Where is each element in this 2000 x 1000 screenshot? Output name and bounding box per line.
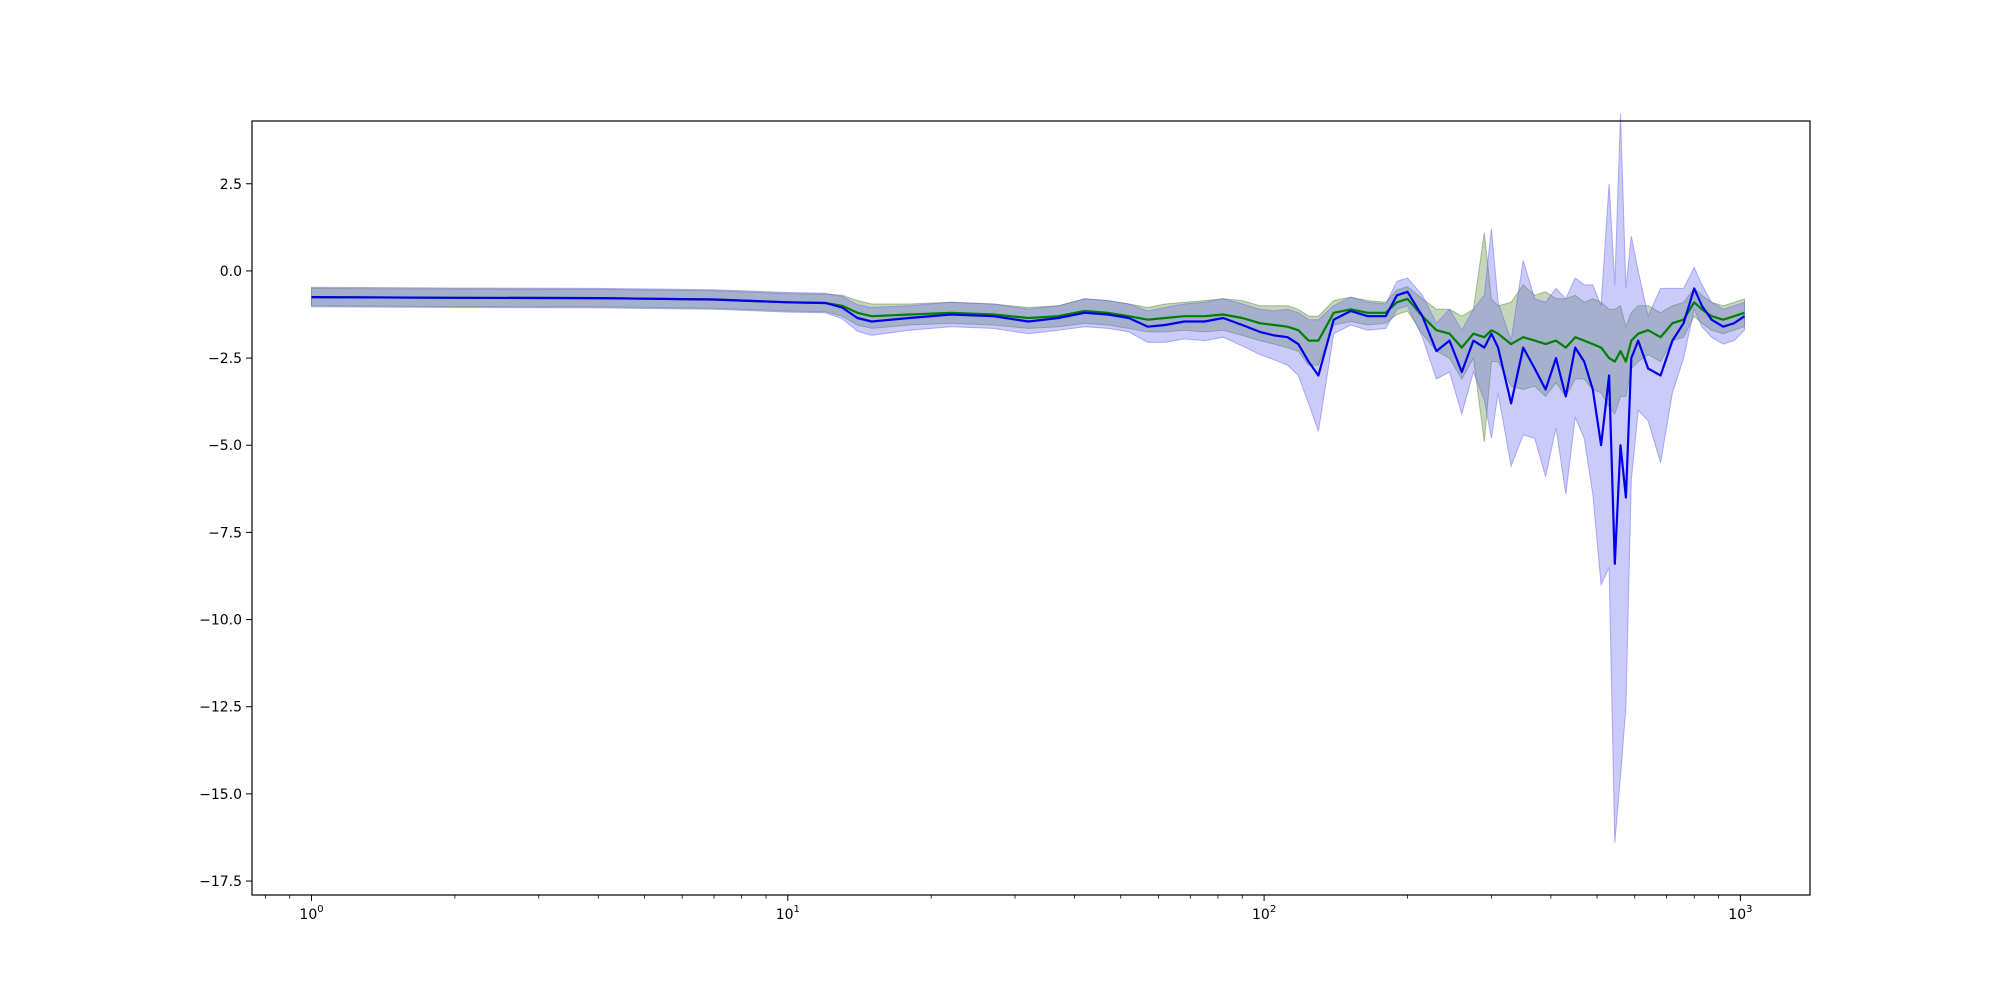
series-lines bbox=[311, 287, 1746, 565]
x-tick-exponent: 0 bbox=[317, 904, 323, 915]
x-tick-base: 10 bbox=[776, 907, 794, 923]
x-tick-base: 10 bbox=[1728, 907, 1746, 923]
y-tick-label: −2.5 bbox=[208, 351, 242, 367]
y-axis: 2.5 0.0 −2.5 −5.0 −7.5 −10.0 −12.5 −15.0 −17.5 bbox=[199, 177, 252, 890]
plot-frame bbox=[251, 120, 1811, 896]
x-tick-exponent: 3 bbox=[1746, 904, 1752, 915]
x-tick-base: 10 bbox=[299, 907, 317, 923]
y-tick-label: −10.0 bbox=[199, 613, 242, 629]
y-tick-label: −15.0 bbox=[199, 787, 242, 803]
x-tick-label: 102 bbox=[1252, 904, 1276, 923]
confidence-bands bbox=[311, 113, 1745, 843]
y-tick-label: −7.5 bbox=[208, 525, 242, 541]
series-1-line bbox=[311, 287, 1746, 565]
x-tick-label: 103 bbox=[1728, 904, 1752, 923]
y-tick-label: 2.5 bbox=[220, 177, 242, 193]
y-tick-label: 0.0 bbox=[220, 264, 242, 280]
x-tick-label: 100 bbox=[299, 904, 323, 923]
series-0-line bbox=[311, 296, 1745, 363]
y-tick-label: −12.5 bbox=[199, 700, 242, 716]
x-tick-base: 10 bbox=[1252, 907, 1270, 923]
y-tick-label: −5.0 bbox=[208, 438, 242, 454]
x-tick-label: 101 bbox=[776, 904, 800, 923]
series-1-band bbox=[311, 113, 1745, 843]
y-tick-label: −17.5 bbox=[199, 874, 242, 890]
x-tick-exponent: 1 bbox=[794, 904, 800, 915]
x-axis: 100 101 102 103 bbox=[264, 895, 1753, 923]
x-tick-exponent: 2 bbox=[1270, 904, 1276, 915]
